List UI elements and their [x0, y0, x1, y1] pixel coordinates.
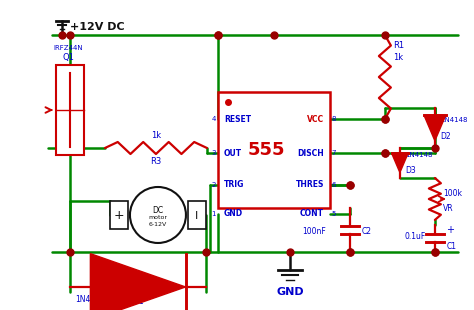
- Text: CONT: CONT: [300, 210, 324, 219]
- Polygon shape: [424, 115, 446, 141]
- Text: 5: 5: [332, 211, 336, 217]
- Text: C2: C2: [362, 228, 372, 237]
- Bar: [218, 92, 330, 208]
- Circle shape: [130, 187, 186, 243]
- Text: 100k: 100k: [443, 189, 462, 198]
- Text: 555: 555: [247, 141, 285, 159]
- Text: 1: 1: [211, 211, 216, 217]
- Text: DC: DC: [153, 206, 164, 215]
- Text: RESET: RESET: [224, 114, 251, 123]
- Text: D3: D3: [405, 166, 416, 175]
- Text: I: I: [195, 211, 199, 221]
- Text: OUT: OUT: [224, 148, 242, 157]
- Text: GND: GND: [224, 210, 243, 219]
- Text: +: +: [114, 210, 124, 223]
- Text: VCC: VCC: [307, 114, 324, 123]
- Text: Q1: Q1: [62, 52, 74, 61]
- Text: R1: R1: [393, 41, 404, 50]
- Text: D1: D1: [132, 298, 144, 307]
- Text: 2: 2: [211, 182, 216, 188]
- Text: C1: C1: [447, 242, 457, 251]
- Text: 1k: 1k: [393, 52, 403, 61]
- Text: D2: D2: [440, 131, 450, 140]
- Text: 1N4148: 1N4148: [440, 117, 467, 123]
- Text: 1N4148: 1N4148: [405, 152, 432, 158]
- Text: 1N4148: 1N4148: [75, 295, 105, 304]
- Text: TRIG: TRIG: [224, 180, 244, 189]
- Text: R3: R3: [150, 157, 162, 166]
- Bar: [110, 201, 128, 229]
- Text: motor: motor: [148, 215, 167, 220]
- Text: 8: 8: [332, 116, 337, 122]
- Text: 4: 4: [211, 116, 216, 122]
- Text: 100nF: 100nF: [302, 228, 326, 237]
- Text: 6-12V: 6-12V: [149, 222, 167, 227]
- Polygon shape: [392, 153, 408, 173]
- Text: 3: 3: [211, 150, 216, 156]
- Bar: [56, 65, 84, 155]
- Text: DISCH: DISCH: [297, 148, 324, 157]
- Text: GND: GND: [276, 287, 304, 297]
- Text: 0.1uF: 0.1uF: [405, 232, 426, 241]
- Text: VR: VR: [443, 205, 454, 214]
- Text: THRES: THRES: [295, 180, 324, 189]
- Text: +12V DC: +12V DC: [70, 22, 125, 32]
- Text: 1k: 1k: [151, 131, 161, 140]
- Text: 6: 6: [332, 182, 337, 188]
- Bar: [188, 201, 206, 229]
- Text: +: +: [446, 225, 454, 236]
- Text: IRFZ44N: IRFZ44N: [53, 45, 83, 51]
- Text: 7: 7: [332, 150, 337, 156]
- Polygon shape: [91, 254, 185, 310]
